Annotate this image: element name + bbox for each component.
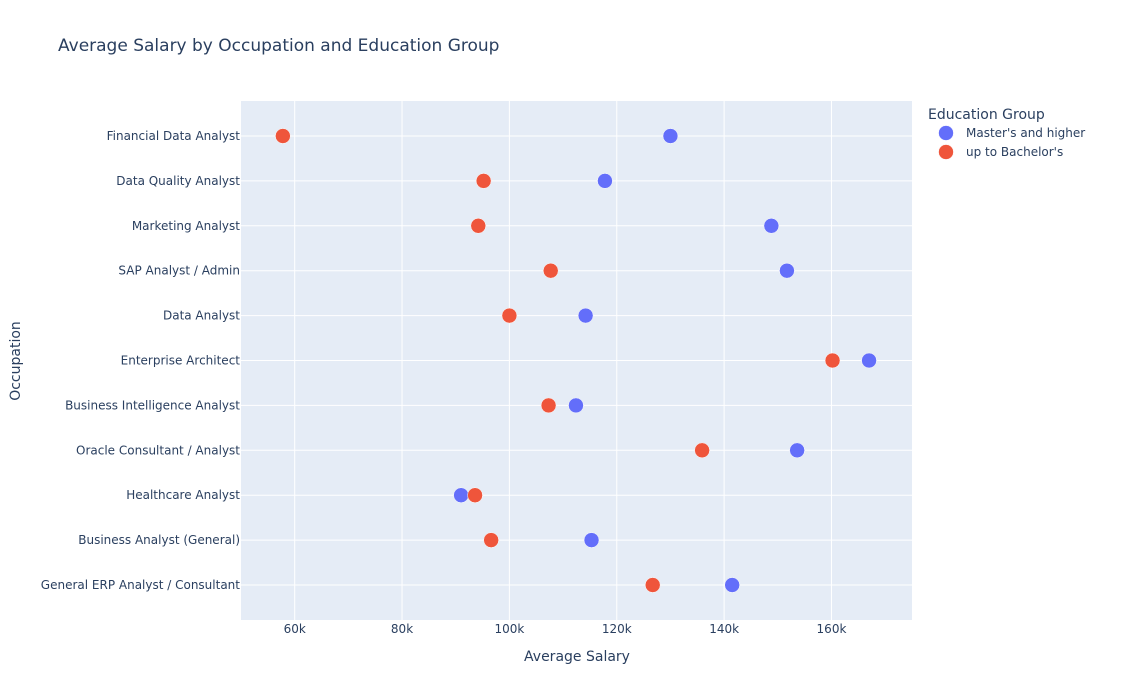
x-tick-label: 120k [602,622,632,636]
data-point[interactable] [542,262,559,279]
y-tick-label: Data Analyst [163,309,240,323]
data-point[interactable] [475,173,492,189]
legend: Education Group Master's and higher up to… [928,107,1085,160]
data-point[interactable] [662,128,679,144]
y-tick-label: Business Analyst (General) [78,533,240,547]
data-point[interactable] [597,173,613,189]
legend-item-label[interactable]: Master's and higher [966,126,1085,140]
x-tick-label: 80k [391,622,413,636]
data-point[interactable] [577,307,594,324]
y-axis-title: Occupation [8,321,24,401]
data-point[interactable] [583,532,600,548]
data-point[interactable] [501,307,518,324]
chart-title: Average Salary by Occupation and Educati… [58,36,499,56]
data-point[interactable] [724,577,740,593]
data-point[interactable] [470,218,487,234]
data-point[interactable] [275,128,291,144]
x-tick-label: 60k [284,622,306,636]
x-tick-label: 160k [817,622,847,636]
y-tick-label: Healthcare Analyst [126,488,240,502]
x-tick-label: 100k [494,622,524,636]
y-tick-label: SAP Analyst / Admin [118,264,240,278]
y-tick-label: Enterprise Architect [121,354,241,368]
data-point[interactable] [861,352,877,369]
data-point[interactable] [483,532,499,548]
data-points[interactable] [275,128,877,593]
data-point[interactable] [540,397,557,414]
legend-marker [938,144,954,160]
y-axis-ticks: Financial Data Analyst Data Quality Analy… [41,129,240,592]
data-point[interactable] [824,352,841,369]
y-tick-label: General ERP Analyst / Consultant [41,578,240,592]
data-point[interactable] [789,442,805,459]
data-point[interactable] [779,262,795,279]
legend-title: Education Group [928,107,1045,123]
y-tick-label: Marketing Analyst [132,219,240,233]
data-point[interactable] [568,397,584,414]
data-point[interactable] [694,442,710,459]
y-tick-label: Data Quality Analyst [116,174,240,188]
legend-item-label[interactable]: up to Bachelor's [966,145,1063,159]
data-point[interactable] [453,487,469,503]
data-point[interactable] [467,487,483,503]
x-tick-label: 140k [709,622,739,636]
legend-marker [938,125,954,141]
y-tick-label: Oracle Consultant / Analyst [76,443,240,457]
x-axis-ticks: 60k 80k 100k 120k 140k 160k [284,622,847,636]
grid-lines [241,101,912,620]
y-tick-label: Financial Data Analyst [107,129,241,143]
data-point[interactable] [763,218,780,234]
x-axis-title: Average Salary [524,649,630,665]
y-tick-label: Business Intelligence Analyst [65,398,240,412]
data-point[interactable] [644,577,661,593]
